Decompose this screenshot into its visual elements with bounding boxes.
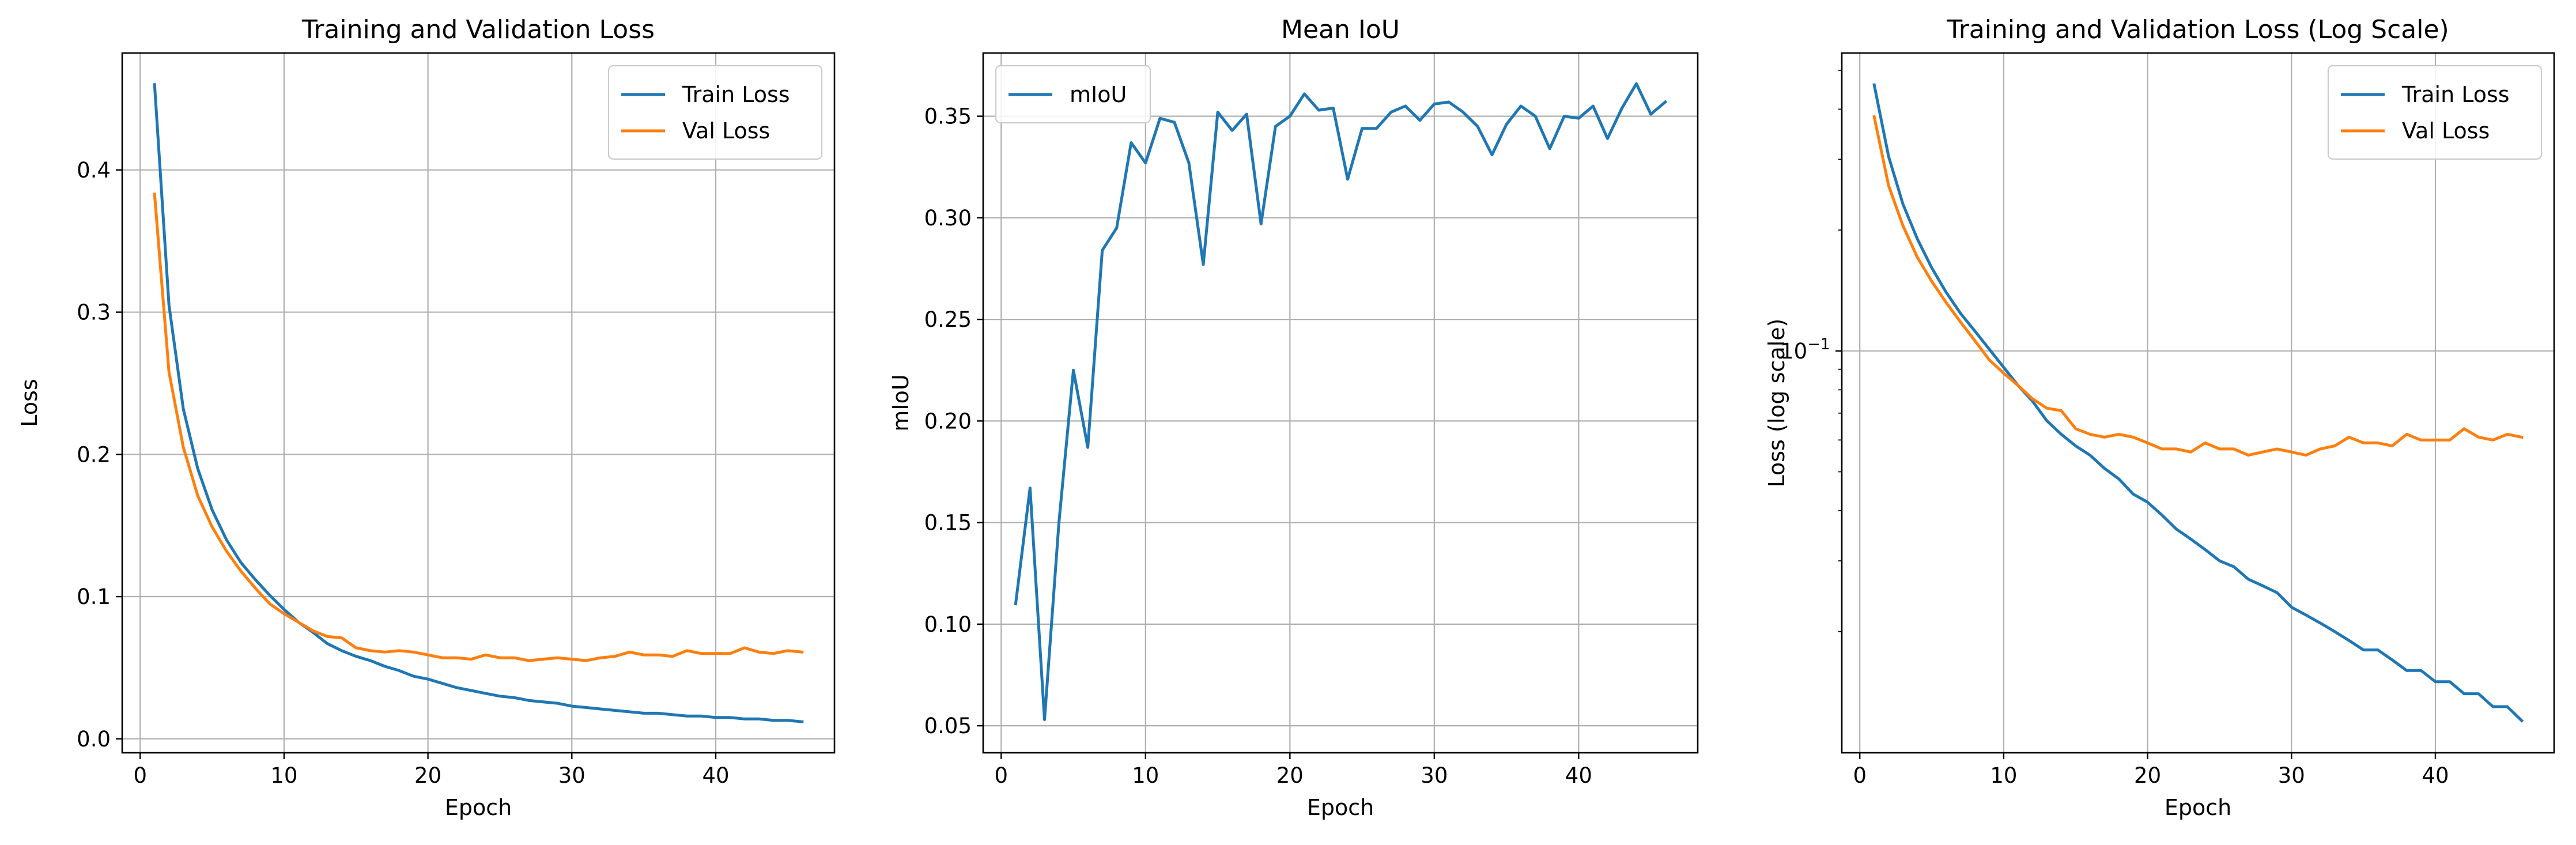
x-tick-label: 10 xyxy=(1990,763,2017,788)
x-tick-label: 10 xyxy=(270,763,297,788)
x-tick-label: 0 xyxy=(1853,763,1867,788)
x-axis-label: Epoch xyxy=(2165,795,2231,820)
y-tick-label: 0.15 xyxy=(924,511,972,535)
y-tick-label: 10−1 xyxy=(1780,335,1830,364)
y-axis-label: mIoU xyxy=(888,374,913,431)
x-tick-label: 40 xyxy=(2422,763,2449,788)
x-tick-label: 40 xyxy=(1565,763,1592,788)
legend-label: Val Loss xyxy=(682,118,770,144)
legend-label: mIoU xyxy=(1070,82,1127,107)
legend-box xyxy=(2327,65,2543,160)
x-tick-label: 30 xyxy=(2278,763,2305,788)
y-tick-label: 0.05 xyxy=(924,714,972,738)
y-tick-label: 0.3 xyxy=(77,300,111,325)
x-tick-label: 0 xyxy=(133,763,147,788)
legend-box xyxy=(607,65,823,160)
y-tick-label: 0.35 xyxy=(924,104,972,129)
chart-title: Training and Validation Loss xyxy=(301,15,655,44)
x-tick-label: 20 xyxy=(2134,763,2161,788)
chart-title: Training and Validation Loss (Log Scale) xyxy=(1946,15,2449,44)
chart-panel-2: 0 10 20 30 40 0.05 0.10 0.15 0.20 0.25 0.30 0.35 Mea… xyxy=(888,15,1699,820)
chart-title: Mean IoU xyxy=(1281,15,1400,44)
series-line-miou xyxy=(1014,82,1668,721)
x-axis-label: Epoch xyxy=(445,795,512,820)
y-tick-label: 0.10 xyxy=(924,612,972,637)
x-tick-label: 20 xyxy=(1276,763,1304,788)
y-tick-label-exponent: −1 xyxy=(1807,335,1830,353)
y-tick-label: 0.30 xyxy=(924,206,972,231)
legend-label: Train Loss xyxy=(682,82,790,107)
x-tick-label: 30 xyxy=(1421,763,1448,788)
y-axis-label: Loss (log scale) xyxy=(1764,319,1789,488)
legend: Train Loss Val Loss xyxy=(2327,65,2543,160)
y-tick-label: 0.0 xyxy=(77,727,111,752)
y-tick-label: 0.1 xyxy=(77,584,111,609)
y-tick-label: 0.2 xyxy=(77,442,111,467)
x-tick-label: 40 xyxy=(702,763,729,788)
series-line-train-loss xyxy=(153,83,804,723)
axes-frame xyxy=(1841,52,2555,754)
axes-frame xyxy=(982,52,1699,754)
y-axis-label: Loss xyxy=(17,379,42,427)
axes-frame xyxy=(121,52,836,754)
x-tick-label: 20 xyxy=(414,763,441,788)
legend-label: Train Loss xyxy=(2401,82,2510,107)
x-tick-label: 0 xyxy=(995,763,1009,788)
legend-label: Val Loss xyxy=(2402,118,2490,144)
series-line-val-loss xyxy=(1872,115,2524,457)
chart-panel-1: 0 10 20 30 40 0.0 0.1 0.2 0.3 0.4 Training and Val… xyxy=(17,15,836,820)
x-tick-label: 30 xyxy=(558,763,586,788)
series-line-train-loss xyxy=(1872,83,2524,723)
x-tick-label: 10 xyxy=(1132,763,1159,788)
legend: Train Loss Val Loss xyxy=(607,65,823,160)
x-axis-label: Epoch xyxy=(1307,795,1374,820)
y-tick-label-base: 10 xyxy=(1780,339,1807,364)
y-tick-label: 0.25 xyxy=(924,307,972,332)
series-line-val-loss xyxy=(153,193,804,662)
y-tick-label: 0.4 xyxy=(77,158,111,183)
y-tick-label: 0.20 xyxy=(924,409,972,433)
legend: mIoU xyxy=(995,65,1151,124)
legend-box xyxy=(995,65,1151,124)
